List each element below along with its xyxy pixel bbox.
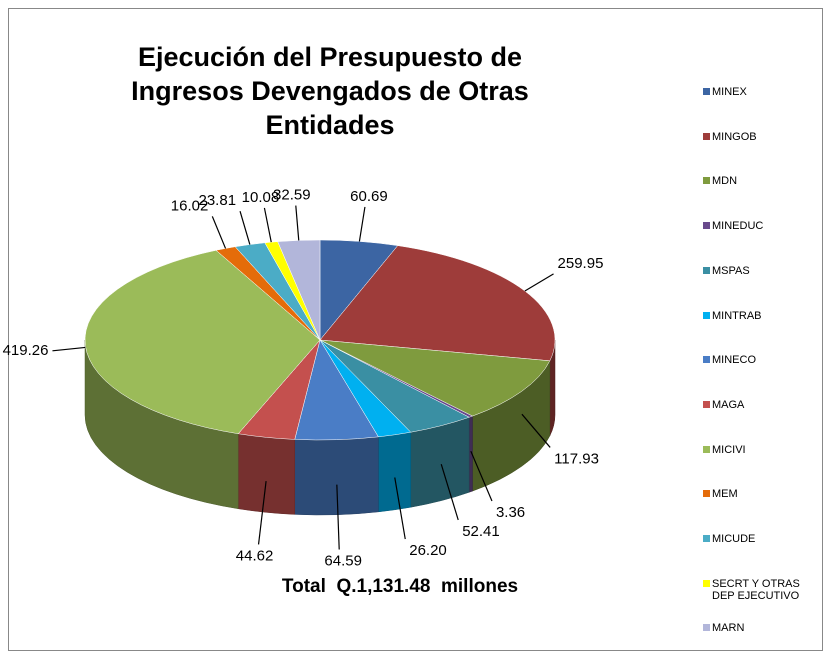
legend-swatch xyxy=(703,400,710,408)
leader-line xyxy=(295,205,300,241)
legend-swatch xyxy=(703,579,710,587)
legend-label: MINEDUC xyxy=(712,220,764,233)
pie-slice xyxy=(84,250,321,435)
legend-swatch xyxy=(703,222,710,230)
leader-line xyxy=(358,206,366,242)
legend-item: MSPAS xyxy=(703,264,824,277)
data-label: 60.69 xyxy=(350,188,388,205)
data-label: 16.02 xyxy=(171,197,209,214)
legend-label: MARN xyxy=(712,622,745,635)
pie-sides xyxy=(84,339,556,516)
leader-line xyxy=(440,464,459,521)
legend-swatch xyxy=(703,490,710,498)
leader-line xyxy=(524,273,554,292)
data-label: 44.62 xyxy=(236,547,274,564)
pie-side xyxy=(378,431,412,513)
chart-frame xyxy=(8,8,823,651)
legend-swatch xyxy=(703,445,710,453)
legend-label: MINECO xyxy=(712,354,756,367)
legend-item: MINGOB xyxy=(703,130,824,143)
leader-line xyxy=(257,481,267,545)
legend-item: MINEDUC xyxy=(703,220,824,233)
legend-label: MICUDE xyxy=(712,533,756,545)
pie-side xyxy=(294,436,379,516)
legend-swatch xyxy=(703,88,710,95)
legend-swatch xyxy=(703,132,710,140)
pie-slice xyxy=(319,245,556,362)
data-label: 64.59 xyxy=(324,552,362,569)
legend-label: MEM xyxy=(712,488,738,501)
legend-item: MAGA xyxy=(703,398,824,411)
chart-title: Ejecución del Presupuesto de Ingresos De… xyxy=(131,42,529,140)
legend-swatch xyxy=(703,311,710,319)
legend-item: MICIVI xyxy=(703,443,824,456)
legend-item: MINECO xyxy=(703,354,824,367)
leader-line xyxy=(336,484,340,550)
data-label: 117.93 xyxy=(554,450,599,467)
data-label: 259.95 xyxy=(558,255,604,272)
legend-item: MICUDE xyxy=(703,533,824,545)
legend-item: MEM xyxy=(703,488,824,501)
legend-label: MSPAS xyxy=(712,264,750,277)
legend-label: MICIVI xyxy=(712,443,746,456)
legend-label: MINEX xyxy=(712,86,747,98)
data-label: 23.81 xyxy=(199,192,237,209)
legend-item: MDN xyxy=(703,175,824,188)
legend-swatch xyxy=(703,624,710,632)
data-label: 10.08 xyxy=(242,189,280,206)
data-label: 419.26 xyxy=(3,342,49,359)
leader-line xyxy=(211,216,227,249)
data-label: 26.20 xyxy=(409,542,447,559)
legend-label: MINGOB xyxy=(712,130,757,143)
legend-item: MINTRAB xyxy=(703,309,824,322)
pie-slice xyxy=(319,339,551,417)
legend-item: SECRT Y OTRAS DEP EJECUTIVO xyxy=(703,577,824,602)
legend-swatch xyxy=(703,535,710,542)
legend-swatch xyxy=(703,177,710,185)
legend-swatch xyxy=(703,266,710,274)
legend-swatch xyxy=(703,356,710,364)
data-label: 3.36 xyxy=(496,504,525,521)
legend-item: MARN xyxy=(703,622,824,635)
legend-label: SECRT Y OTRAS DEP EJECUTIVO xyxy=(712,577,800,602)
leader-line xyxy=(394,477,406,540)
data-label: 32.59 xyxy=(273,187,311,204)
legend-label: MDN xyxy=(712,175,738,188)
pie-side xyxy=(237,433,296,515)
leader-line xyxy=(470,450,493,502)
total-label: Total Q.1,131.48 millones xyxy=(281,576,519,597)
leader-line xyxy=(263,207,272,243)
data-label: 52.41 xyxy=(462,523,500,540)
leader-line xyxy=(521,413,551,448)
leader-line xyxy=(239,210,251,245)
legend-item: MINEX xyxy=(703,86,824,98)
legend-label: MINTRAB xyxy=(712,309,762,322)
pie-tops xyxy=(84,239,556,441)
leader-line xyxy=(52,346,86,352)
legend-label: MAGA xyxy=(712,398,745,411)
